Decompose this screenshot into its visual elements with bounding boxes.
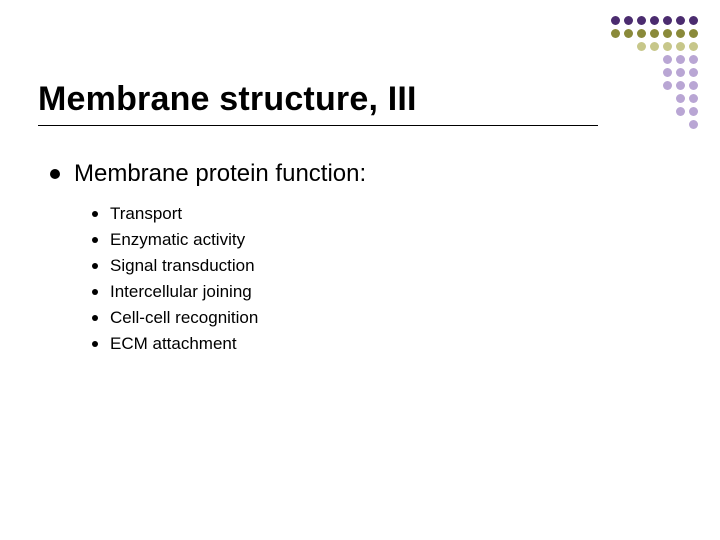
decoration-dot-icon [676, 16, 685, 25]
bullet-level2: Enzymatic activity [92, 230, 610, 250]
decoration-dot-icon [650, 29, 659, 38]
decoration-dot-icon [637, 42, 646, 51]
decoration-dot-icon [637, 16, 646, 25]
bullet-level2-text: Transport [110, 204, 182, 224]
decoration-dot-icon [624, 29, 633, 38]
bullet-level2: Intercellular joining [92, 282, 610, 302]
title-underline [38, 125, 598, 126]
decoration-dot-icon [689, 81, 698, 90]
decoration-dot-icon [689, 94, 698, 103]
disc-bullet-icon [92, 211, 98, 217]
decoration-dot-icon [676, 94, 685, 103]
decoration-dot-icon [689, 55, 698, 64]
bullet-level2: Cell-cell recognition [92, 308, 610, 328]
bullet-level1: Membrane protein function: [50, 160, 610, 188]
decoration-dot-icon [663, 16, 672, 25]
decoration-dot-icon [689, 42, 698, 51]
decoration-dot-icon [676, 68, 685, 77]
disc-bullet-icon [92, 315, 98, 321]
dot-row [611, 81, 698, 90]
decoration-dot-icon [676, 55, 685, 64]
decoration-dot-icon [689, 16, 698, 25]
slide-body: Membrane protein function: Transport Enzy… [50, 160, 610, 360]
decoration-dot-icon [650, 16, 659, 25]
bullet-level2-text: Enzymatic activity [110, 230, 245, 250]
corner-dot-decoration [611, 16, 698, 129]
decoration-dot-icon [624, 16, 633, 25]
title-block: Membrane structure, III [38, 80, 598, 126]
decoration-dot-icon [689, 107, 698, 116]
dot-row [611, 107, 698, 116]
decoration-dot-icon [676, 42, 685, 51]
disc-bullet-icon [50, 169, 60, 179]
dot-row [611, 16, 698, 25]
decoration-dot-icon [689, 120, 698, 129]
decoration-dot-icon [611, 16, 620, 25]
bullet-level2-text: Signal transduction [110, 256, 255, 276]
dot-row [611, 55, 698, 64]
disc-bullet-icon [92, 237, 98, 243]
decoration-dot-icon [637, 29, 646, 38]
bullet-level2-list: Transport Enzymatic activity Signal transd… [92, 204, 610, 354]
disc-bullet-icon [92, 289, 98, 295]
decoration-dot-icon [663, 55, 672, 64]
decoration-dot-icon [663, 29, 672, 38]
decoration-dot-icon [663, 81, 672, 90]
slide-title: Membrane structure, III [38, 80, 598, 119]
decoration-dot-icon [676, 29, 685, 38]
decoration-dot-icon [676, 107, 685, 116]
dot-row [611, 94, 698, 103]
decoration-dot-icon [611, 29, 620, 38]
bullet-level2-text: ECM attachment [110, 334, 237, 354]
decoration-dot-icon [663, 68, 672, 77]
dot-row [611, 68, 698, 77]
bullet-level2-text: Cell-cell recognition [110, 308, 258, 328]
decoration-dot-icon [676, 81, 685, 90]
decoration-dot-icon [689, 29, 698, 38]
disc-bullet-icon [92, 341, 98, 347]
bullet-level1-text: Membrane protein function: [74, 160, 366, 188]
slide: Membrane structure, III Membrane protein… [0, 0, 720, 540]
dot-row [611, 29, 698, 38]
bullet-level2: Signal transduction [92, 256, 610, 276]
decoration-dot-icon [689, 68, 698, 77]
decoration-dot-icon [650, 42, 659, 51]
bullet-level2-text: Intercellular joining [110, 282, 252, 302]
bullet-level2: ECM attachment [92, 334, 610, 354]
decoration-dot-icon [663, 42, 672, 51]
dot-row [611, 120, 698, 129]
bullet-level2: Transport [92, 204, 610, 224]
dot-row [611, 42, 698, 51]
disc-bullet-icon [92, 263, 98, 269]
